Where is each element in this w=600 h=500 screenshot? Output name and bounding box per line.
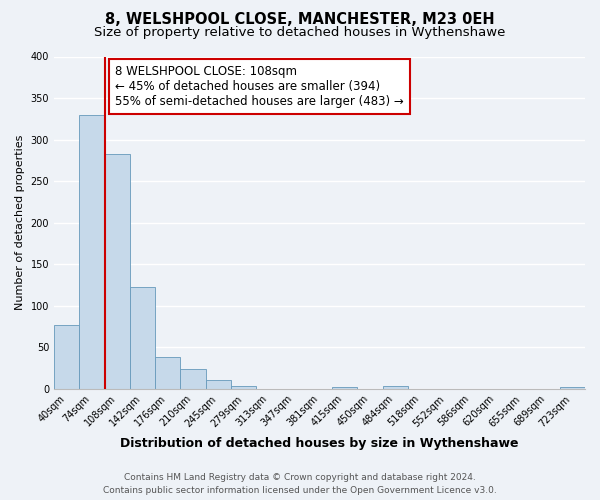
Text: 8 WELSHPOOL CLOSE: 108sqm
← 45% of detached houses are smaller (394)
55% of semi: 8 WELSHPOOL CLOSE: 108sqm ← 45% of detac… — [115, 65, 404, 108]
Bar — [332, 387, 358, 389]
Text: Size of property relative to detached houses in Wythenshawe: Size of property relative to detached ho… — [94, 26, 506, 39]
Bar — [560, 387, 585, 389]
Bar — [130, 288, 155, 389]
Bar — [54, 325, 79, 389]
Text: Contains HM Land Registry data © Crown copyright and database right 2024.
Contai: Contains HM Land Registry data © Crown c… — [103, 473, 497, 495]
Text: 8, WELSHPOOL CLOSE, MANCHESTER, M23 0EH: 8, WELSHPOOL CLOSE, MANCHESTER, M23 0EH — [105, 12, 495, 28]
Bar — [383, 386, 408, 389]
X-axis label: Distribution of detached houses by size in Wythenshawe: Distribution of detached houses by size … — [120, 437, 519, 450]
Bar — [181, 369, 206, 389]
Bar — [104, 154, 130, 389]
Y-axis label: Number of detached properties: Number of detached properties — [15, 135, 25, 310]
Bar — [231, 386, 256, 389]
Bar — [206, 380, 231, 389]
Bar — [79, 114, 104, 389]
Bar — [155, 357, 181, 389]
